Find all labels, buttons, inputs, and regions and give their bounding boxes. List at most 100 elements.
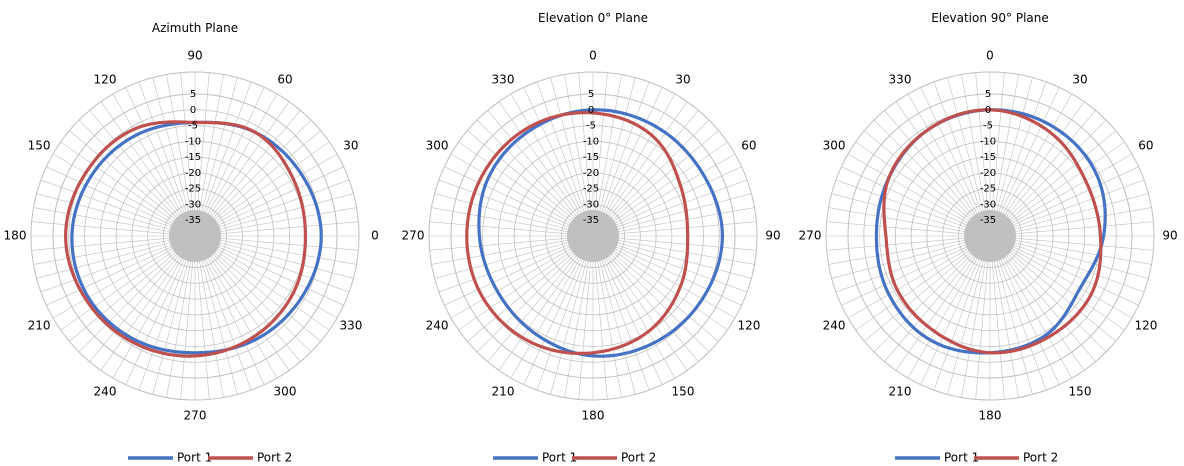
angle-label: 0	[371, 229, 379, 243]
series-line-port-2	[63, 120, 307, 358]
grid-spoke	[431, 237, 582, 265]
grid-spoke	[206, 236, 359, 251]
grid-spoke	[578, 72, 593, 225]
angle-label: 240	[94, 384, 117, 398]
angle-label: 210	[889, 384, 912, 398]
grid-spoke	[206, 221, 359, 236]
angle-label: 270	[184, 409, 207, 423]
grid-spoke	[907, 93, 985, 226]
r-tick-label: 0	[588, 105, 594, 116]
angle-label: 60	[741, 139, 756, 153]
grid-spoke	[510, 246, 588, 379]
grid-spoke	[205, 241, 338, 319]
grid-spoke	[166, 74, 194, 225]
series-line-port-1	[477, 108, 724, 358]
grid-spoke	[204, 242, 330, 331]
grid-spoke	[434, 238, 582, 279]
grid-spoke	[203, 130, 321, 229]
grid-spoke	[884, 110, 983, 228]
grid-spoke	[831, 193, 979, 234]
grid-spoke	[438, 179, 582, 233]
grid-spoke	[444, 166, 583, 232]
grid-spoke	[195, 247, 210, 400]
grid-spoke	[1001, 236, 1154, 251]
grid-spoke	[595, 247, 636, 395]
polar-plot: 5 0 -5 -10 -15 -20 -25 -30 -35 0 30 60 90 120 150 180 21…	[799, 49, 1178, 423]
grid-spoke	[431, 207, 582, 235]
grid-spoke	[603, 240, 742, 306]
grid-spoke	[598, 93, 676, 226]
grid-spoke	[467, 130, 585, 229]
grid-spoke	[1001, 238, 1149, 279]
grid-spoke	[476, 119, 585, 228]
grid-spoke	[828, 207, 979, 235]
grid-spoke	[597, 246, 663, 385]
grid-spoke	[600, 110, 699, 228]
angle-label: 150	[28, 139, 51, 153]
grid-spoke	[884, 244, 983, 362]
grid-spoke	[920, 246, 986, 385]
grid-spoke	[601, 243, 719, 342]
r-tick-label: -15	[980, 152, 996, 163]
grid-spoke	[895, 101, 984, 227]
r-tick-label: -5	[586, 121, 596, 132]
grid-spoke	[36, 238, 184, 279]
grid-spoke	[197, 77, 238, 225]
r-tick-label: -25	[185, 184, 201, 195]
chart-title: Azimuth Plane	[152, 21, 238, 35]
grid-spoke	[197, 247, 238, 395]
grid-spoke	[31, 221, 184, 236]
grid-spoke	[152, 247, 193, 395]
series-line-port-2	[882, 108, 1103, 355]
angle-label: 60	[1138, 139, 1153, 153]
grid-spoke	[598, 246, 676, 379]
grid-spoke	[994, 87, 1060, 226]
grid-spoke	[100, 101, 189, 227]
angle-label: 300	[426, 139, 449, 153]
grid-spoke	[997, 244, 1096, 362]
grid-spoke	[847, 153, 980, 231]
grid-spoke	[855, 141, 981, 230]
angle-label: 210	[492, 384, 515, 398]
grid-spoke	[826, 236, 979, 251]
grid-spoke	[458, 141, 584, 230]
grid-spoke	[60, 242, 186, 331]
angle-label: 0	[986, 49, 994, 63]
grid-spoke	[995, 246, 1073, 379]
angle-label: 90	[1162, 229, 1177, 243]
r-tick-label: -5	[983, 121, 993, 132]
grid-spoke	[536, 247, 590, 391]
grid-spoke	[602, 242, 728, 331]
grid-spoke	[826, 221, 979, 236]
grid-spoke	[604, 238, 752, 279]
center-disc	[567, 210, 619, 262]
grid-spoke	[31, 236, 184, 251]
grid-spoke	[438, 239, 582, 293]
polar-plot: 5 0 -5 -10 -15 -20 -25 -30 -35 0 30 60 90 120 150 180 21…	[402, 49, 781, 423]
angle-label: 330	[492, 73, 515, 87]
grid-spoke	[864, 130, 982, 229]
grid-spoke	[203, 119, 312, 228]
grid-spoke	[206, 237, 357, 265]
grid-spoke	[947, 77, 988, 225]
grid-spoke	[992, 247, 1033, 395]
r-tick-label: -35	[583, 215, 599, 226]
grid-spoke	[873, 119, 982, 228]
grid-spoke	[933, 81, 987, 225]
angle-label: 90	[765, 229, 780, 243]
r-tick-label: -30	[185, 199, 201, 210]
grid-spoke	[828, 237, 979, 265]
grid-spoke	[835, 179, 979, 233]
grid-spoke	[467, 243, 585, 342]
grid-spoke	[594, 247, 622, 398]
grid-spoke	[596, 247, 650, 391]
grid-spoke	[69, 130, 187, 229]
grid-spoke	[206, 193, 354, 234]
grid-spoke	[847, 241, 980, 319]
center-disc	[169, 210, 221, 262]
grid-spoke	[1001, 239, 1145, 293]
grid-spoke	[69, 243, 187, 342]
grid-spoke	[206, 239, 350, 293]
grid-spoke	[205, 240, 344, 306]
grid-spoke	[601, 130, 719, 229]
